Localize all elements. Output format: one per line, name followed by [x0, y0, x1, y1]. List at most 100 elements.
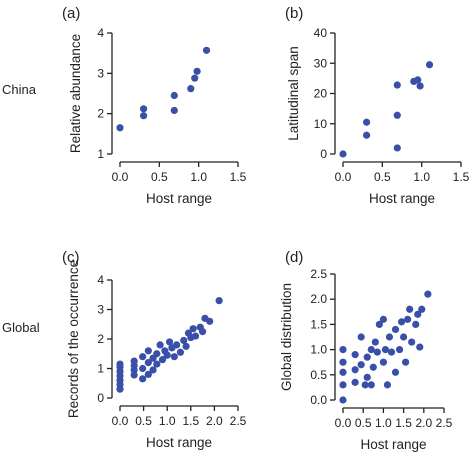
x-tick-label: 0.5	[355, 416, 372, 430]
y-axis-label: Latitudinal span	[286, 46, 301, 141]
data-point	[351, 378, 359, 386]
data-point	[202, 46, 211, 54]
data-point	[339, 358, 347, 366]
data-point	[414, 76, 422, 84]
x-axis-label: Host range	[146, 191, 212, 206]
x-tick-label: 1.5	[230, 170, 247, 184]
y-tick-label: 2	[97, 107, 104, 121]
y-tick-label: 3	[97, 66, 104, 80]
data-point	[414, 310, 422, 318]
data-point	[367, 381, 375, 389]
data-point	[144, 347, 152, 355]
data-point	[373, 348, 381, 356]
data-point	[351, 351, 359, 359]
y-tick-label: 2	[97, 332, 104, 346]
data-point	[182, 342, 190, 350]
y-tick-label: 0	[97, 391, 104, 405]
data-point	[363, 353, 371, 361]
y-axis-label: Global distribution	[279, 283, 294, 391]
data-point	[383, 381, 392, 389]
data-point	[361, 381, 369, 389]
data-point	[189, 325, 197, 333]
data-point	[139, 364, 147, 373]
y-tick-label: 3	[97, 303, 104, 317]
row-label-global: Global	[2, 320, 40, 335]
data-point	[395, 346, 404, 354]
data-point	[416, 82, 424, 90]
x-tick-label: 2.5	[230, 414, 247, 428]
data-point	[139, 353, 147, 361]
x-axis-label: Host range	[360, 437, 426, 452]
data-point	[339, 346, 347, 354]
data-point	[416, 343, 424, 351]
data-point	[379, 315, 387, 323]
x-tick-label: 0.0	[335, 170, 352, 184]
y-tick-label: 1.5	[310, 317, 327, 331]
x-tick-label: 2.0	[415, 416, 432, 430]
row-label-china: China	[2, 82, 37, 97]
data-point	[357, 333, 365, 341]
y-tick-label: 2.5	[310, 267, 327, 281]
data-point	[173, 341, 181, 349]
data-point	[387, 348, 396, 356]
y-tick-label: 4	[97, 26, 104, 40]
x-tick-label: 0.0	[112, 170, 129, 184]
x-tick-label: 1.0	[190, 170, 207, 184]
y-tick-label: 2.0	[310, 292, 327, 306]
data-point	[156, 341, 164, 349]
data-point	[363, 131, 371, 139]
data-point	[418, 305, 426, 313]
data-point	[139, 375, 147, 383]
data-point	[170, 353, 178, 361]
data-point	[191, 74, 199, 82]
data-point	[397, 318, 406, 326]
x-tick-label: 2.5	[436, 416, 453, 430]
data-point	[375, 320, 383, 328]
x-axis-label: Host range	[369, 191, 435, 206]
data-point	[393, 81, 401, 89]
data-point	[215, 297, 223, 305]
data-point	[402, 358, 410, 366]
y-tick-label: 10	[314, 117, 328, 131]
y-tick-label: 4	[97, 273, 104, 287]
y-tick-label: 0	[320, 147, 327, 161]
data-point	[339, 368, 347, 376]
data-point	[199, 328, 207, 336]
data-point	[393, 144, 401, 152]
data-point	[193, 67, 201, 75]
panel-label: (a)	[62, 5, 80, 22]
y-tick-label: 40	[314, 26, 328, 40]
x-tick-label: 0.0	[112, 414, 129, 428]
x-tick-label: 1.0	[375, 416, 392, 430]
data-point	[412, 320, 420, 328]
data-point	[391, 368, 400, 376]
data-point	[408, 338, 416, 346]
data-point	[130, 357, 138, 365]
panel-c: 0 1 2 3 4 0.0 0.5 1.0 1.5 2.0 2.5 Host range Records…	[62, 249, 247, 450]
panel-d: 0.00.51.01.52.02.50.0 0.5 1.0 1.5 2.0 2.5Host…	[279, 249, 453, 452]
data-point	[351, 366, 359, 374]
y-axis-label: Relative abundance	[68, 34, 83, 153]
data-point	[363, 373, 371, 381]
data-point	[425, 61, 434, 69]
data-point	[140, 105, 148, 113]
y-tick-label: 20	[314, 87, 328, 101]
data-point	[393, 111, 401, 119]
y-tick-label: 0.5	[310, 368, 327, 382]
data-point	[165, 338, 174, 346]
data-point	[363, 118, 371, 126]
data-point	[339, 150, 347, 158]
data-point	[176, 348, 185, 356]
x-axis-label: Host range	[146, 435, 212, 450]
data-point	[369, 363, 377, 371]
data-point	[385, 333, 394, 341]
data-point	[381, 346, 390, 354]
y-tick-label: 1	[97, 362, 104, 376]
y-axis-label: Records of the occurrence	[66, 260, 81, 418]
data-point	[140, 112, 148, 120]
data-point	[191, 332, 200, 340]
panel-label: (c)	[62, 249, 80, 266]
data-point	[357, 361, 365, 369]
data-point	[153, 360, 161, 368]
